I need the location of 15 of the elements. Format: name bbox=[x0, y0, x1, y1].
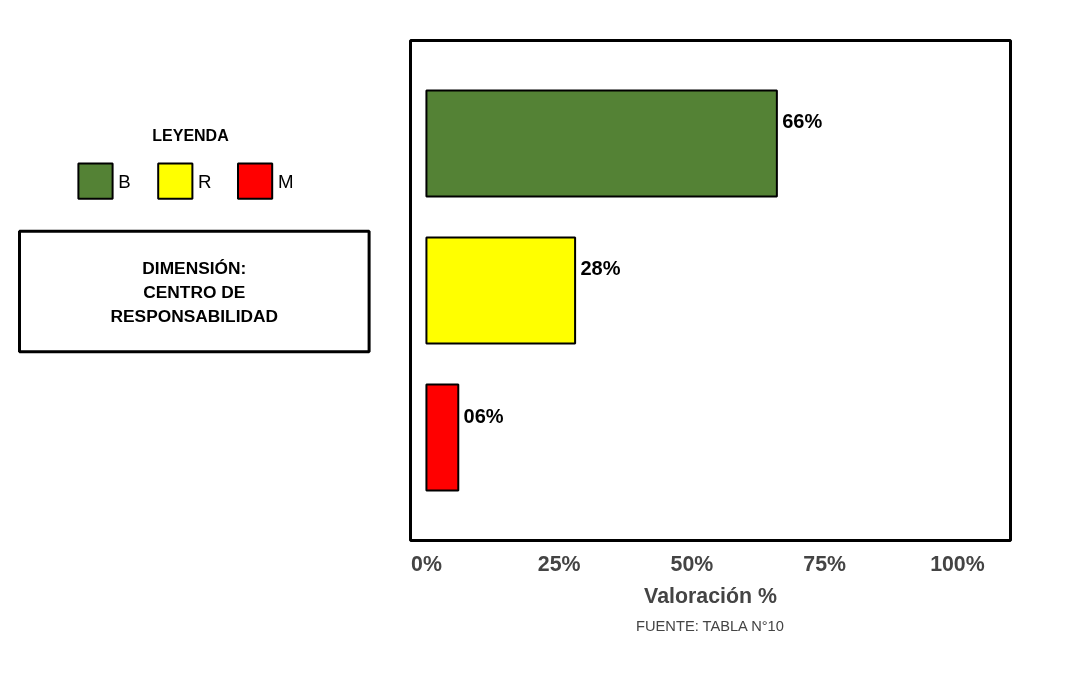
x-tick-label: 75% bbox=[803, 551, 847, 576]
legend-label: R bbox=[198, 170, 212, 192]
legend-label: M bbox=[277, 170, 294, 192]
data-label: 28% bbox=[580, 257, 621, 280]
legend-title: LEYENDA bbox=[152, 127, 230, 145]
source-note: FUENTE: TABLA N°10 bbox=[636, 617, 784, 634]
x-tick-label: 25% bbox=[537, 551, 581, 576]
data-label: 06% bbox=[463, 404, 504, 427]
x-tick-label: 100% bbox=[930, 551, 985, 576]
x-tick-label: 50% bbox=[670, 551, 714, 576]
text: DIMENSIÓN: CENTRO DE RESPONSABILIDAD bbox=[110, 257, 279, 326]
data-label: 66% bbox=[782, 110, 823, 133]
x-axis-title: Valoración % bbox=[644, 583, 777, 608]
x-tick-label: 0% bbox=[411, 551, 442, 576]
legend-label: B bbox=[118, 170, 131, 192]
